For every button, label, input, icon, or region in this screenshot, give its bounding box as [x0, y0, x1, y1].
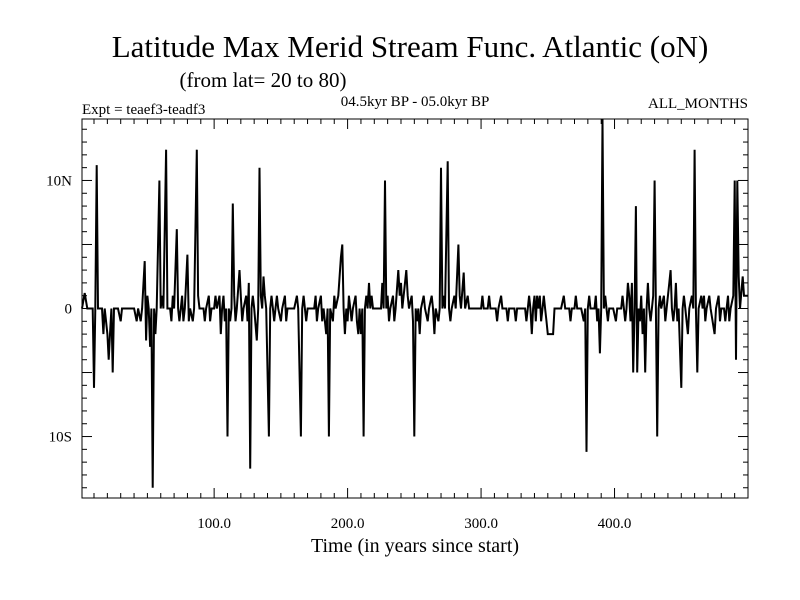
x-tick-label: 300.0 — [464, 516, 498, 532]
x-tick-label: 100.0 — [197, 516, 231, 532]
x-tick-label: 400.0 — [598, 516, 632, 532]
time-range-label: 04.5kyr BP - 05.0kyr BP — [341, 94, 490, 110]
axis-ticks — [82, 119, 748, 498]
axis-tick-labels: 100.0 200.0 300.0 400.0 10N 0 10S — [46, 173, 631, 532]
y-tick-label: 10N — [46, 173, 72, 189]
x-tick-label: 200.0 — [331, 516, 365, 532]
series-line — [81, 118, 748, 488]
chart-title: Latitude Max Merid Stream Func. Atlantic… — [112, 29, 709, 64]
plot-frame — [81, 118, 749, 499]
experiment-label: Expt = teaef3-teadf3 — [82, 102, 205, 118]
y-tick-label: 10S — [49, 430, 72, 446]
months-label: ALL_MONTHS — [648, 96, 748, 112]
chart-subtitle: (from lat= 20 to 80) — [180, 68, 347, 92]
y-tick-label: 0 — [65, 302, 73, 318]
x-axis-label: Time (in years since start) — [311, 535, 519, 557]
